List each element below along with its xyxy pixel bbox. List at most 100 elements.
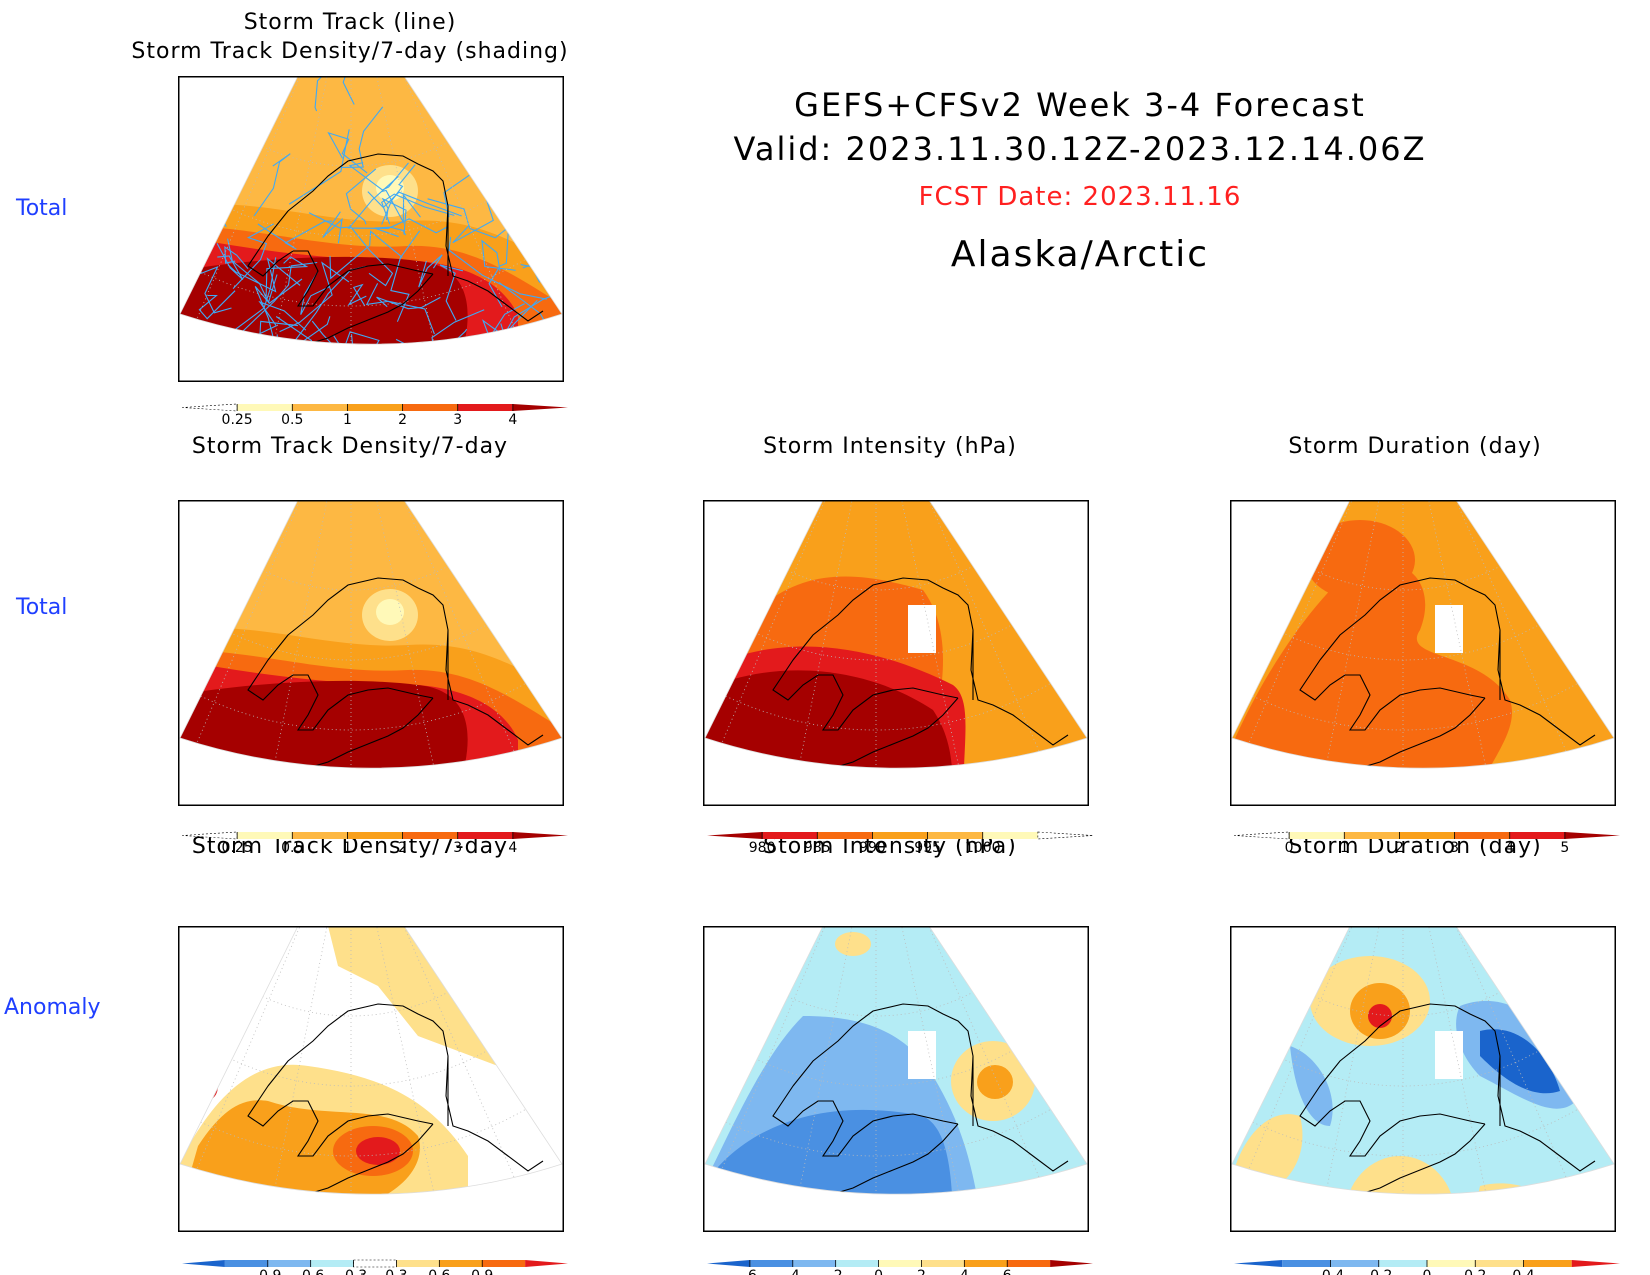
- map-contour-fill: [180, 256, 468, 345]
- colorbar-intensity-anomaly: -6 -4 -2 0 2 4 6: [707, 1260, 1093, 1275]
- header-fcst-date: FCST Date: 2023.11.16: [918, 182, 1242, 212]
- storm-track-line: [395, 309, 485, 345]
- colorbar-swatch: [525, 1260, 568, 1267]
- colorbar-swatch: [707, 1260, 750, 1267]
- colorbar-swatch: [817, 832, 873, 839]
- map-density-total: [178, 500, 564, 806]
- colorbar-tick-label: 0.9: [471, 1268, 493, 1275]
- colorbar-swatch: [1289, 832, 1345, 839]
- colorbar-swatch: [267, 1260, 311, 1267]
- colorbar-tick-label: 2: [398, 412, 407, 428]
- map-graticule: [1232, 926, 1614, 1195]
- storm-track-line: [381, 189, 421, 225]
- alaska-coastline: [772, 577, 1069, 769]
- colorbar-swatch: [1344, 832, 1400, 839]
- panel-title-density-total: Storm Track Density/7-day: [191, 434, 509, 459]
- panel-title-intensity-total: Storm Intensity (hPa): [763, 434, 1017, 459]
- colorbar-tick-label: -6: [743, 1268, 757, 1275]
- colorbar-tick-label: 985: [804, 840, 831, 856]
- map-graticule: [1232, 500, 1614, 769]
- colorbar-duration-anomaly: -0.4 -0.2 0 0.2 0.4: [1234, 1260, 1620, 1275]
- colorbar-tick-label: -2: [829, 1268, 843, 1275]
- graticule-meridian: [350, 76, 539, 345]
- colorbar-swatch: [872, 832, 928, 839]
- colorbar-tick-label: -0.4: [1317, 1268, 1344, 1275]
- storm-track-line: [340, 106, 384, 169]
- colorbar-tick-label: 0: [1285, 840, 1294, 856]
- map-contour-fill: [835, 932, 871, 956]
- colorbar-tick-label: -0.3: [340, 1268, 367, 1275]
- colorbar-tick-label: 3: [453, 840, 462, 856]
- colorbar-intensity-total: 980 985 990 995 1000: [707, 831, 1094, 856]
- colorbar-swatch: [347, 832, 403, 839]
- colorbar-swatch: [457, 404, 513, 411]
- colorbar-tick-label: 2: [917, 1268, 926, 1275]
- colorbar-swatch: [310, 1260, 354, 1267]
- map-duration-anomaly: [1230, 926, 1616, 1232]
- colorbar-density-anomaly: -0.9 -0.6 -0.3 0.3 0.6 0.9: [182, 1259, 568, 1275]
- colorbar-swatch: [512, 404, 568, 411]
- map-contour-fill: [328, 926, 498, 1066]
- colorbar-tick-label: 990: [859, 840, 886, 856]
- colorbar-swatch: [402, 404, 458, 411]
- colorbar-swatch: [1007, 1260, 1051, 1267]
- colorbar-swatch: [224, 1260, 268, 1267]
- graticule-meridian: [350, 926, 539, 1195]
- map-contour-fill: [1368, 1004, 1392, 1028]
- colorbar-tick-label: 0.5: [281, 840, 303, 856]
- colorbar-tick-label: 2: [398, 840, 407, 856]
- colorbar-swatch: [1523, 1260, 1572, 1267]
- map-track-line-density: [178, 76, 564, 382]
- storm-track-line: [300, 271, 330, 315]
- map-intensity-total: [703, 500, 1089, 806]
- colorbar-swatch: [762, 832, 818, 839]
- colorbar-tick-label: 3: [1450, 840, 1459, 856]
- colorbar-swatch: [921, 1260, 965, 1267]
- colorbar-swatch: [1509, 832, 1565, 839]
- map-frame-border: [703, 926, 1089, 1232]
- panel-title-track-line1: Storm Track (line): [243, 10, 457, 35]
- colorbar-density-total: 0.25 0.5 1 2 3 4: [181, 831, 568, 856]
- colorbar-tick-label: 4: [508, 412, 517, 428]
- colorbar-tick-label: 5: [1560, 840, 1569, 856]
- panel-title-track-line2: Storm Track Density/7-day (shading): [131, 39, 569, 64]
- colorbar-tick-label: 1: [1340, 840, 1349, 856]
- map-contour-fill: [356, 1137, 400, 1165]
- map-contour-fill: [1232, 563, 1512, 769]
- storm-track-line: [418, 254, 443, 288]
- storm-track-line: [329, 230, 403, 280]
- colorbar-tick-label: -4: [786, 1268, 800, 1275]
- storm-track-line: [481, 300, 538, 345]
- map-frame-border: [703, 500, 1089, 806]
- map-frame-border: [178, 76, 564, 382]
- colorbar-swatch: [396, 1260, 440, 1267]
- colorbar-tick-label: 1: [343, 412, 352, 428]
- graticule-meridian: [875, 926, 1064, 1195]
- colorbar-swatch: [1427, 1260, 1476, 1267]
- colorbar-swatch: [1564, 832, 1620, 839]
- storm-track-line: [381, 193, 455, 225]
- colorbar-tick-label: 6: [1003, 1268, 1012, 1275]
- colorbar-swatch: [512, 832, 568, 839]
- colorbar-swatch: [792, 1260, 836, 1267]
- graticule-meridian: [875, 500, 1064, 769]
- map-graticule: [705, 500, 1087, 769]
- colorbar-tick-label: -0.2: [1365, 1268, 1392, 1275]
- header-valid: Valid: 2023.11.30.12Z-2023.12.14.06Z: [733, 130, 1427, 168]
- graticule-meridian: [1402, 926, 1591, 1195]
- colorbar-swatch: [1234, 1260, 1283, 1267]
- colorbar-swatch: [1454, 832, 1510, 839]
- colorbar-swatch: [1475, 1260, 1524, 1267]
- storm-track-line: [198, 290, 236, 320]
- storm-track-line: [381, 164, 416, 225]
- colorbar-swatch: [237, 404, 293, 411]
- alaska-coastline: [247, 1003, 544, 1195]
- map-duration-total: [1230, 500, 1616, 806]
- colorbar-swatch: [1233, 831, 1290, 840]
- map-contour-fill: [180, 680, 468, 769]
- colorbar-tick-label: 4: [508, 840, 517, 856]
- storm-track-line: [299, 320, 341, 345]
- storm-track-line: [349, 225, 394, 287]
- map-graticule: [180, 76, 562, 345]
- colorbar-swatch: [182, 1260, 225, 1267]
